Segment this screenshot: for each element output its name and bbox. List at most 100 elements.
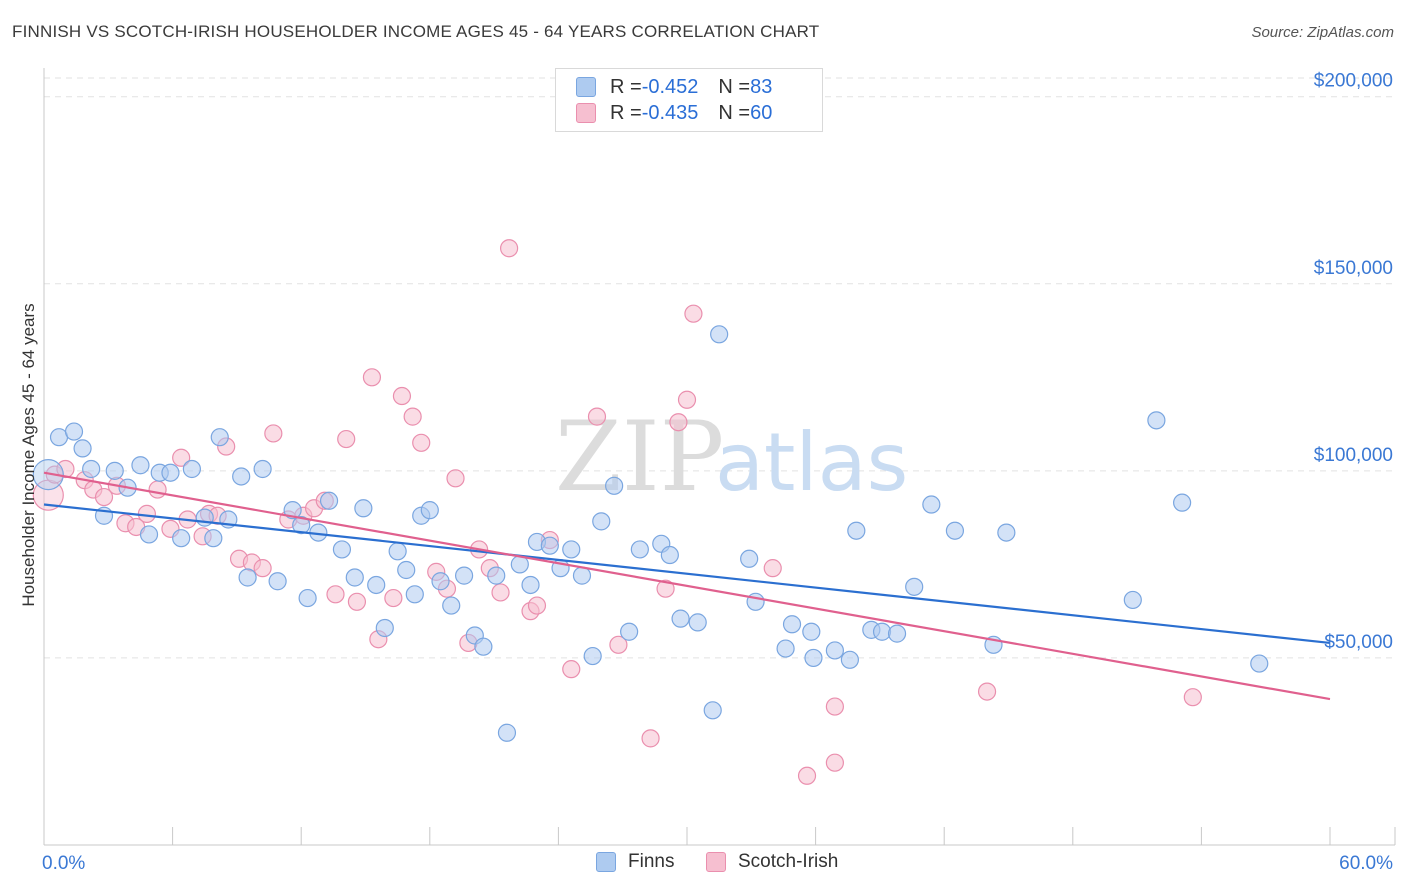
finns-point-15 (204, 529, 223, 548)
finns-point-65 (782, 615, 802, 634)
finns-point-52 (592, 512, 611, 531)
legend-swatch-scotch-irish (706, 852, 726, 872)
finns-point-31 (375, 618, 394, 638)
finns-point-6 (105, 461, 124, 480)
finns-point-3 (73, 439, 92, 458)
scotch-irish-point-5 (94, 487, 114, 507)
legend-n-value-scotch-irish: 60 (750, 101, 773, 124)
scotch-irish-point-48 (609, 635, 628, 654)
legend-swatch-finns (576, 77, 596, 97)
finns-point-62 (740, 549, 759, 568)
finns-point-37 (431, 572, 450, 591)
finns-point-54 (620, 622, 639, 641)
finns-point-21 (268, 572, 287, 591)
finns-point-69 (840, 650, 859, 669)
scotch-irish-trend-line (43, 471, 1331, 701)
watermark-zip: ZIP (555, 401, 724, 513)
scotch-irish-point-26 (326, 585, 345, 604)
legend-label-finns: Finns (628, 851, 675, 872)
finns-point-51 (583, 646, 602, 666)
finns-point-8 (131, 456, 150, 475)
legend-n-value-finns: 83 (750, 75, 773, 98)
legend-r-value-scotch-irish: -0.435 (641, 101, 699, 124)
trend-lines (43, 471, 1331, 701)
finns-point-26 (319, 491, 339, 510)
scotch-irish-point-52 (677, 390, 697, 409)
finns-point-66 (802, 622, 821, 641)
finns-point-45 (521, 575, 540, 595)
finns-point-57 (660, 545, 679, 565)
legend-r-label: R = (610, 75, 642, 98)
legend-swatch-finns (596, 852, 616, 872)
source-label: Source: ZipAtlas.com (1251, 24, 1394, 41)
legend-r-value-finns: -0.452 (641, 75, 699, 98)
finns-point-34 (405, 585, 424, 604)
finns-point-50 (572, 566, 592, 585)
legend-n-label: N = (718, 75, 751, 98)
finns-point-38 (442, 596, 461, 615)
finns-point-4 (82, 459, 101, 479)
axes (43, 68, 1396, 846)
finns-point-30 (367, 575, 386, 595)
watermark: ZIP atlas (555, 401, 908, 513)
scotch-irish-point-49 (641, 729, 660, 748)
correlation-legend: R = -0.452 N = 83 R = -0.435 N = 60 (555, 68, 823, 132)
finns-point-12 (172, 529, 191, 548)
finns-point-76 (945, 521, 965, 540)
scotch-irish-point-37 (446, 469, 465, 488)
series-finns-points (32, 325, 1269, 742)
legend-r-label: R = (610, 101, 642, 124)
finns-point-41 (474, 637, 493, 656)
finns-point-81 (1173, 493, 1192, 512)
legend-row-finns: R = -0.452 N = 83 (576, 75, 772, 99)
scotch-irish-point-50 (656, 579, 675, 598)
finns-point-72 (872, 622, 892, 641)
finns-point-16 (210, 428, 229, 447)
y-tick-label-0: $50,000 (1324, 632, 1393, 653)
scotch-irish-point-34 (412, 433, 431, 452)
finns-point-22 (283, 501, 302, 520)
finns-trend-line (43, 503, 1331, 645)
legend-swatch-scotch-irish (576, 103, 596, 123)
finns-point-49 (562, 540, 581, 559)
scotch-irish-point-29 (362, 368, 382, 387)
finns-point-43 (497, 723, 517, 742)
finns-point-61 (710, 325, 729, 344)
scotch-irish-point-27 (337, 429, 356, 449)
finns-point-79 (1123, 590, 1142, 610)
scotch-irish-point-10 (148, 480, 167, 499)
scotch-irish-point-44 (527, 596, 547, 615)
finns-point-20 (253, 459, 272, 479)
scotch-irish-point-28 (347, 592, 367, 611)
scotch-irish-point-54 (763, 559, 782, 578)
x-tick-label-end: 60.0% (1339, 853, 1393, 874)
scotch-irish-point-20 (253, 559, 272, 578)
legend-label-scotch-irish: Scotch-Irish (738, 851, 839, 872)
legend-item-finns[interactable]: Finns (596, 851, 674, 873)
scotch-irish-point-59 (1183, 688, 1202, 707)
finns-point-24 (298, 588, 317, 608)
finns-point-74 (905, 577, 924, 596)
y-tick-label-2: $150,000 (1314, 258, 1393, 279)
finns-point-73 (887, 624, 907, 643)
scotch-irish-point-51 (669, 413, 688, 432)
finns-point-19 (238, 568, 257, 587)
finns-point-75 (922, 495, 941, 514)
legend-row-scotch-irish: R = -0.435 N = 60 (576, 101, 772, 125)
finns-point-68 (825, 641, 844, 660)
y-axis-label: Householder Income Ages 45 - 64 years (19, 303, 38, 606)
series-legend: Finns Scotch-Irish (0, 851, 1406, 877)
scotch-irish-point-41 (491, 583, 510, 602)
finns-point-29 (354, 499, 373, 518)
legend-item-scotch-irish[interactable]: Scotch-Irish (706, 851, 838, 873)
scotch-irish-point-21 (264, 424, 283, 443)
finns-point-36 (420, 501, 439, 520)
finns-point-82 (1250, 654, 1269, 673)
chart-title: FINNISH VS SCOTCH-IRISH HOUSEHOLDER INCO… (12, 22, 820, 41)
finns-point-70 (847, 521, 866, 540)
finns-point-58 (671, 609, 690, 628)
finns-point-60 (703, 701, 722, 720)
finns-point-33 (397, 560, 416, 580)
scotch-irish-point-33 (403, 407, 422, 426)
